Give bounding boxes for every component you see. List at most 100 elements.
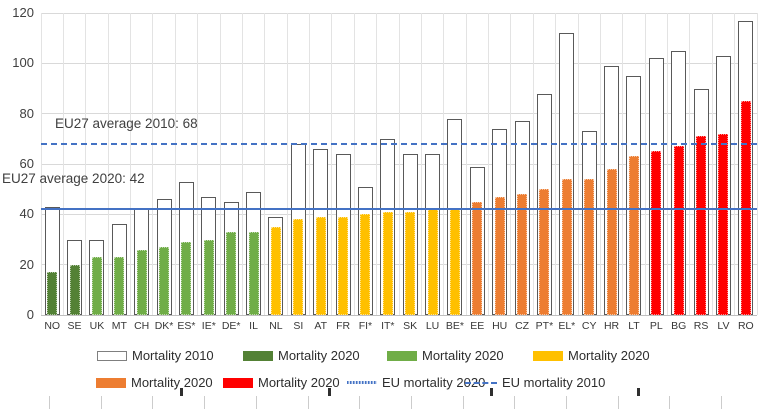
eu-2010-dashed-line [41, 142, 757, 145]
x-axis-label-LV: LV [717, 320, 730, 332]
y-axis-label: 120 [12, 5, 34, 20]
bar-HR-2020 [606, 169, 617, 315]
legend-item-green: Mortality 2020 [387, 348, 504, 363]
grid-line-x [376, 13, 378, 315]
bottom-tick [100, 396, 102, 409]
grid-line-x [555, 13, 557, 315]
legend-swatch-dashed-line [465, 381, 497, 384]
plot-area [40, 12, 758, 316]
y-axis-label: 80 [19, 105, 34, 121]
grid-line-x [711, 13, 713, 315]
x-axis-label-AT: AT [314, 320, 327, 332]
grid-line-x [443, 13, 445, 315]
x-axis-label-CH: CH [134, 320, 150, 332]
grid-line-x [420, 13, 422, 315]
grid-line-x [465, 13, 467, 315]
bottom-tick [255, 396, 257, 409]
bar-SI-2020 [293, 219, 304, 315]
bottom-tick [566, 396, 567, 409]
bottom-tick [204, 396, 206, 409]
bar-CZ-2020 [517, 194, 528, 315]
grid-line-x [309, 13, 310, 315]
bar-FR-2020 [338, 216, 349, 315]
grid-line-x [577, 13, 579, 315]
bar-IT*-2020 [382, 211, 393, 315]
legend-swatch-orange [96, 377, 126, 388]
legend-label: Mortality 2020 [278, 348, 360, 363]
bar-MT-2020 [114, 257, 125, 315]
bottom-tick [152, 396, 154, 409]
bar-EE-2020 [472, 201, 483, 315]
bar-SK-2020 [405, 211, 416, 315]
legend-swatch-red [223, 377, 253, 388]
bar-HU-2020 [494, 196, 505, 315]
bar-PL-2020 [651, 151, 662, 315]
x-axis-label-ES*: ES* [177, 320, 196, 332]
legend-item-orange: Mortality 2020 [96, 375, 213, 390]
bar-DE*-2020 [226, 231, 237, 315]
x-axis-label-IE*: IE* [201, 320, 216, 332]
grid-line-x [286, 13, 288, 315]
bar-IE*-2020 [203, 239, 214, 315]
grid-line-x [756, 13, 758, 315]
x-axis-label-MT: MT [111, 320, 127, 332]
bar-NO-2020 [47, 272, 58, 315]
x-axis-label-EL*: EL* [558, 320, 576, 332]
bar-UK-2020 [91, 257, 102, 315]
y-axis-label: 0 [26, 307, 34, 322]
x-axis-label-SE: SE [67, 320, 82, 332]
grid-line-x [85, 13, 87, 315]
annotation-eu27-2020: EU27 average 2020: 42 [2, 171, 145, 186]
x-axis-label-EE: EE [470, 320, 485, 332]
legend-swatch-solid-line [347, 381, 377, 384]
legend-item-solid-line: EU mortality 2020 [347, 375, 485, 390]
bottom-tick [462, 396, 464, 409]
grid-line-x [488, 13, 489, 315]
legend-swatch-green [387, 350, 417, 361]
grid-line-x [398, 13, 400, 315]
x-axis-label-DK*: DK* [154, 320, 174, 332]
bar-NL-2020 [270, 226, 281, 315]
bottom-mark [637, 388, 640, 396]
legend-item-darkgreen: Mortality 2020 [243, 348, 360, 363]
bar-PT*-2020 [539, 189, 550, 315]
grid-line-x [130, 13, 131, 315]
legend-label: Mortality 2010 [132, 348, 214, 363]
x-axis-label-BG: BG [671, 320, 687, 332]
grid-line-x [152, 13, 154, 315]
bar-CY-2020 [584, 179, 595, 315]
bar-EL*-2020 [561, 179, 572, 315]
legend-item-red: Mortality 2020 [223, 375, 340, 390]
x-axis-label-NO: NO [44, 320, 61, 332]
bar-FI*-2020 [360, 214, 371, 315]
x-axis-label-SK: SK [403, 320, 418, 332]
bottom-tick [617, 396, 619, 409]
eu-2020-solid-line [41, 208, 757, 211]
legend-label: EU mortality 2010 [502, 375, 606, 390]
x-axis-label-UK: UK [89, 320, 105, 332]
bar-IL-2020 [248, 231, 259, 315]
grid-line-x [353, 13, 355, 315]
grid-line-x [734, 13, 736, 315]
grid-line-x [532, 13, 534, 315]
bottom-tick [49, 396, 50, 409]
grid-line-x [107, 13, 109, 315]
annotation-eu27-2010: EU27 average 2010: 68 [55, 116, 198, 131]
grid-line-x [667, 13, 668, 315]
grid-line-x [40, 13, 42, 315]
legend-label: Mortality 2020 [568, 348, 650, 363]
x-axis-label-CY: CY [581, 320, 597, 332]
grid-line-x [510, 13, 512, 315]
bottom-tick [410, 396, 412, 409]
legend-label: EU mortality 2020 [382, 375, 486, 390]
bottom-mark [328, 388, 331, 396]
bar-ES*-2020 [181, 242, 192, 315]
legend-swatch-darkgreen [243, 350, 273, 361]
bar-LV-2020 [718, 133, 729, 315]
x-axis-label-BE*: BE* [445, 320, 464, 332]
x-axis-label-SI: SI [293, 320, 304, 332]
grid-line-x [174, 13, 176, 315]
grid-line-x [219, 13, 221, 315]
grid-line-x [264, 13, 266, 315]
